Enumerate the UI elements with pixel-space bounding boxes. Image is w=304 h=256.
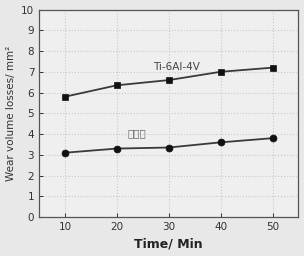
Text: Ti-6Al-4V: Ti-6Al-4V [153,62,200,72]
Y-axis label: Wear volume losses/ mm²: Wear volume losses/ mm² [5,46,16,181]
X-axis label: Time/ Min: Time/ Min [134,238,203,250]
Text: 垄覆层: 垄覆层 [127,128,146,138]
